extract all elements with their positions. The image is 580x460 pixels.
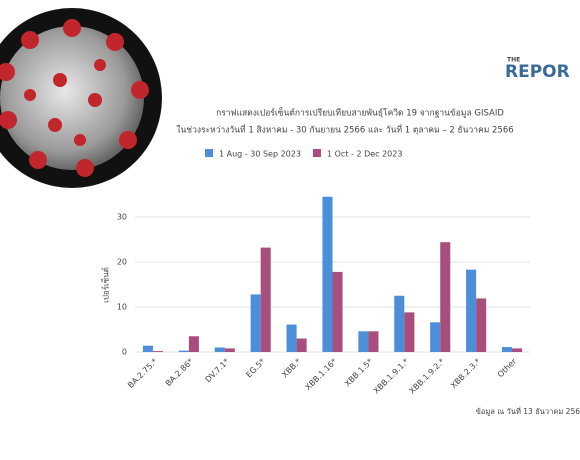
bar: [224, 348, 235, 352]
y-tick-label: 10: [117, 303, 127, 312]
bar: [476, 298, 487, 352]
x-tick-label: XBB.1.9.1.*: [372, 357, 411, 396]
bar: [188, 336, 199, 352]
legend-swatch: [205, 149, 213, 157]
bar: [142, 345, 153, 352]
y-axis-title: เปอร์เซ็นต์: [101, 267, 111, 303]
chart-title: กราฟแสดงเปอร์เซ็นต์การเปรียบเทียบสายพันธ…: [216, 107, 504, 119]
legend-label: 1 Aug - 30 Sep 2023: [219, 150, 301, 159]
bar: [358, 331, 369, 352]
chart-subtitle: ในช่วงระหว่างวันที่ 1 สิงหาคม - 30 กันยา…: [176, 124, 513, 136]
virus-image: [0, 8, 162, 188]
bar: [368, 331, 379, 352]
bar: [286, 324, 297, 352]
logo: THE REPOR: [505, 57, 570, 83]
x-tick-label: BA.2.75.*: [126, 357, 159, 390]
logo-top: THE: [507, 57, 520, 64]
bar: [404, 312, 415, 352]
bar: [394, 295, 405, 352]
y-tick-label: 0: [122, 348, 127, 357]
bar: [214, 347, 225, 352]
bar: [152, 351, 164, 352]
bar: [296, 338, 307, 352]
x-tick-label: XBB.1.9.2.*: [408, 357, 447, 396]
logo-main: REPOR: [505, 62, 570, 82]
y-tick-label: 30: [117, 213, 127, 222]
bar: [260, 247, 271, 352]
bar: [440, 242, 451, 352]
x-tick-label: EG.5*: [244, 357, 267, 380]
x-tick-label: Other: [496, 356, 519, 379]
bar: [250, 294, 261, 352]
bar: [322, 196, 333, 352]
legend-label: 1 Oct - 2 Dec 2023: [327, 150, 402, 159]
x-tick-label: XBB.*: [280, 357, 303, 380]
y-tick-label: 20: [117, 258, 127, 267]
bar: [501, 347, 513, 352]
x-tick-label: DV.7.1*: [204, 357, 231, 384]
x-tick-label: XBB.1.5*: [343, 357, 375, 389]
bar: [466, 269, 477, 352]
legend-swatch: [313, 149, 321, 157]
bar: [512, 348, 523, 352]
bar: [178, 350, 189, 352]
x-tick-label: BA.2.86*: [164, 357, 195, 388]
bar: [430, 322, 441, 352]
note: ข้อมูล ณ วันที่ 13 ธันวาคม 256: [476, 406, 580, 416]
x-tick-label: XBB.1.16*: [303, 357, 338, 392]
x-tick-label: XBB.2.3.*: [449, 357, 482, 390]
bar: [332, 271, 343, 352]
